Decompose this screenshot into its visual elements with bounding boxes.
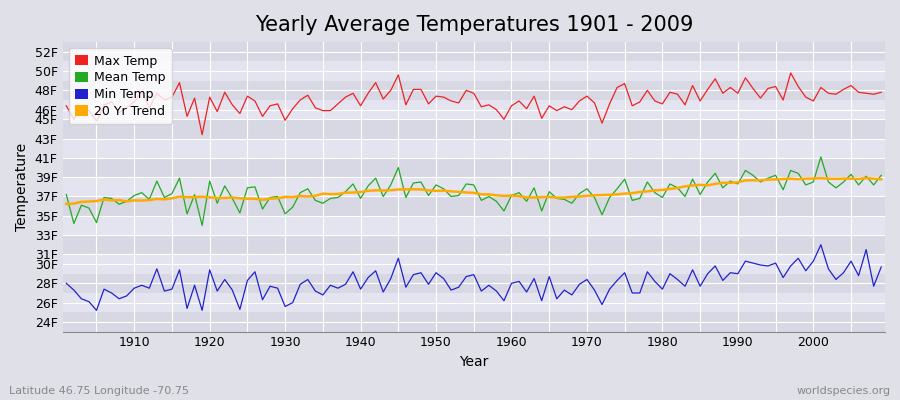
Bar bbox=[62, 158, 885, 177]
Title: Yearly Average Temperatures 1901 - 2009: Yearly Average Temperatures 1901 - 2009 bbox=[255, 15, 693, 35]
Bar bbox=[62, 42, 885, 62]
Bar bbox=[62, 312, 885, 332]
Y-axis label: Temperature: Temperature bbox=[15, 143, 29, 231]
Bar bbox=[62, 293, 885, 312]
Bar bbox=[62, 216, 885, 235]
Bar bbox=[62, 139, 885, 158]
Bar bbox=[62, 119, 885, 139]
Text: Latitude 46.75 Longitude -70.75: Latitude 46.75 Longitude -70.75 bbox=[9, 386, 189, 396]
Bar bbox=[62, 100, 885, 119]
Bar bbox=[62, 235, 885, 254]
Bar bbox=[62, 274, 885, 293]
X-axis label: Year: Year bbox=[459, 355, 489, 369]
Bar bbox=[62, 196, 885, 216]
Bar bbox=[62, 177, 885, 196]
Bar bbox=[62, 62, 885, 81]
Bar bbox=[62, 81, 885, 100]
Legend: Max Temp, Mean Temp, Min Temp, 20 Yr Trend: Max Temp, Mean Temp, Min Temp, 20 Yr Tre… bbox=[68, 48, 172, 124]
Bar bbox=[62, 254, 885, 274]
Text: worldspecies.org: worldspecies.org bbox=[796, 386, 891, 396]
